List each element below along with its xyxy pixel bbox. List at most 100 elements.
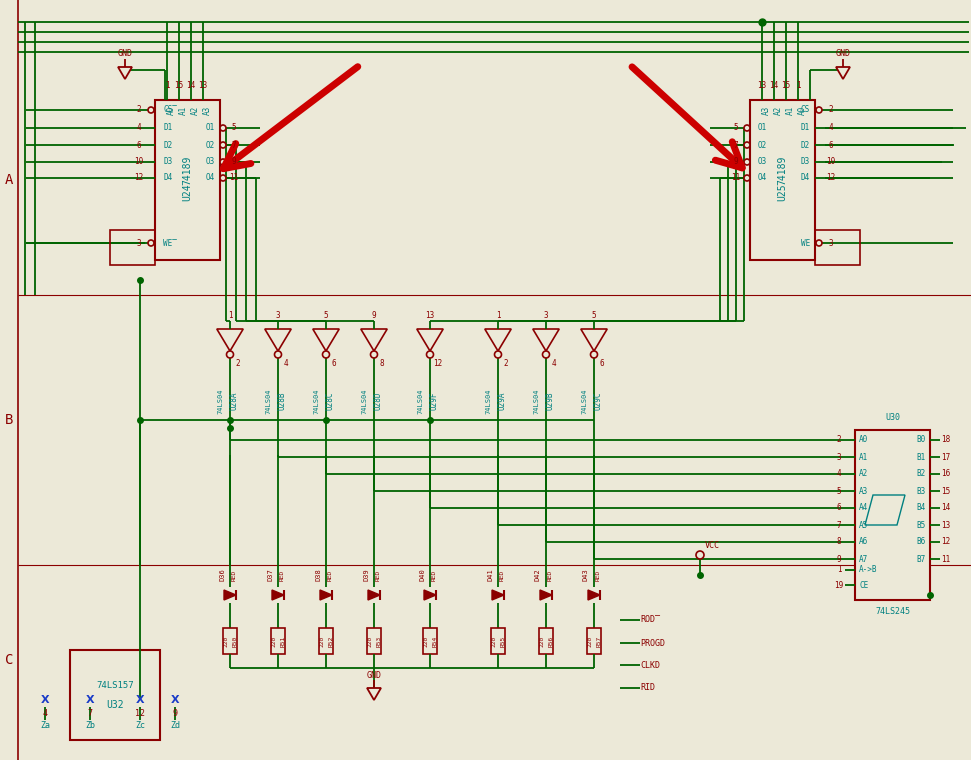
Text: D40: D40 <box>419 568 425 581</box>
Text: B5: B5 <box>917 521 926 530</box>
Text: A2: A2 <box>190 106 199 115</box>
Text: 74LS04: 74LS04 <box>313 388 319 413</box>
Polygon shape <box>265 329 291 351</box>
Text: 5: 5 <box>591 312 596 321</box>
Circle shape <box>322 351 329 358</box>
Polygon shape <box>320 590 332 600</box>
Text: D2: D2 <box>801 141 810 150</box>
Text: C: C <box>5 653 14 667</box>
Text: D41: D41 <box>487 568 493 581</box>
Text: 9: 9 <box>232 157 236 166</box>
Text: D43: D43 <box>583 568 589 581</box>
Text: R55: R55 <box>500 635 506 647</box>
Text: D1: D1 <box>801 123 810 132</box>
Text: D4: D4 <box>163 173 172 182</box>
Text: 13: 13 <box>941 521 951 530</box>
Text: GND: GND <box>835 49 851 59</box>
Text: A3: A3 <box>761 106 771 115</box>
Polygon shape <box>533 329 559 351</box>
Text: O1: O1 <box>206 123 215 132</box>
Text: 8: 8 <box>837 537 841 546</box>
Bar <box>70 650 160 740</box>
Text: D37: D37 <box>267 568 273 581</box>
Text: B4: B4 <box>917 504 926 512</box>
Text: CLKD: CLKD <box>640 660 660 670</box>
Text: 4: 4 <box>837 470 841 479</box>
Text: 220: 220 <box>223 635 228 647</box>
Circle shape <box>816 240 822 246</box>
Circle shape <box>220 142 226 148</box>
Bar <box>855 430 930 600</box>
Text: O3: O3 <box>758 157 767 166</box>
Text: CE: CE <box>859 581 868 590</box>
Text: A3: A3 <box>203 106 212 115</box>
Text: A1: A1 <box>859 452 868 461</box>
Text: A2: A2 <box>859 470 868 479</box>
Text: 6: 6 <box>137 141 142 150</box>
Text: D42: D42 <box>535 568 541 581</box>
Circle shape <box>220 125 226 131</box>
Text: 12: 12 <box>826 173 836 182</box>
Text: X: X <box>41 695 50 705</box>
Bar <box>587 628 601 654</box>
Text: R50: R50 <box>232 635 238 647</box>
Text: A0: A0 <box>859 435 868 445</box>
Text: 74189: 74189 <box>183 155 192 185</box>
Text: U24: U24 <box>183 183 192 201</box>
Text: X: X <box>136 695 145 705</box>
Text: 5: 5 <box>734 123 738 132</box>
Bar <box>423 628 437 654</box>
Text: 74LS04: 74LS04 <box>581 388 587 413</box>
Circle shape <box>426 351 433 358</box>
Text: A4: A4 <box>859 504 868 512</box>
Text: B7: B7 <box>917 555 926 563</box>
Circle shape <box>371 351 378 358</box>
Text: A7: A7 <box>859 555 868 563</box>
Text: 2: 2 <box>137 106 142 115</box>
Text: Za: Za <box>40 720 50 730</box>
Text: 9: 9 <box>734 157 738 166</box>
Text: GND: GND <box>366 670 382 679</box>
Text: RED: RED <box>548 569 552 581</box>
Text: 9: 9 <box>372 312 377 321</box>
Bar <box>155 100 220 260</box>
Polygon shape <box>417 329 443 351</box>
Text: Zc: Zc <box>135 720 145 730</box>
Text: U28D: U28D <box>374 391 383 410</box>
Text: 8: 8 <box>380 359 385 369</box>
Text: 5: 5 <box>323 312 328 321</box>
Text: 1: 1 <box>165 81 169 90</box>
Circle shape <box>590 351 597 358</box>
Text: 11: 11 <box>731 173 741 182</box>
Text: 1: 1 <box>837 565 841 575</box>
Text: 1: 1 <box>227 312 232 321</box>
Text: U30: U30 <box>885 413 900 423</box>
Text: GND: GND <box>117 49 132 59</box>
Polygon shape <box>485 329 511 351</box>
Text: X: X <box>85 695 94 705</box>
Text: RED: RED <box>595 569 600 581</box>
Bar <box>319 628 333 654</box>
Polygon shape <box>272 590 284 600</box>
Circle shape <box>744 175 750 181</box>
Text: 19: 19 <box>834 581 844 590</box>
Text: A0: A0 <box>166 106 176 115</box>
Polygon shape <box>361 329 387 351</box>
Circle shape <box>744 142 750 148</box>
Text: D2: D2 <box>163 141 172 150</box>
Text: 13: 13 <box>757 81 767 90</box>
Text: B1: B1 <box>917 452 926 461</box>
Circle shape <box>148 107 154 113</box>
Text: 12: 12 <box>134 173 144 182</box>
Text: R51: R51 <box>281 635 285 647</box>
Text: 220: 220 <box>319 635 324 647</box>
Text: 11: 11 <box>941 555 951 563</box>
Bar <box>367 628 381 654</box>
Text: U29B: U29B <box>546 391 554 410</box>
Text: 6: 6 <box>332 359 336 369</box>
Circle shape <box>494 351 501 358</box>
Circle shape <box>696 551 704 559</box>
Text: 2: 2 <box>236 359 240 369</box>
Text: 3: 3 <box>837 452 841 461</box>
Text: U29A: U29A <box>497 391 507 410</box>
